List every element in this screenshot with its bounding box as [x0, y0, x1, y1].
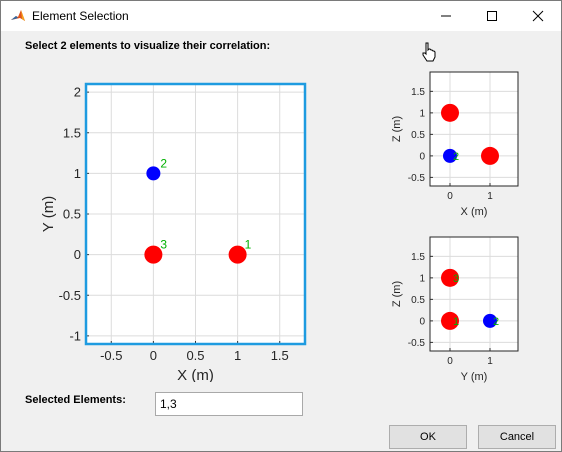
y-tick-label: 1.5: [411, 87, 425, 98]
y-axis-label: Z (m): [391, 116, 403, 142]
cancel-button[interactable]: Cancel: [478, 425, 556, 449]
y-tick-label: 1.5: [411, 252, 425, 263]
y-tick-label: -0.5: [408, 338, 426, 349]
y-tick-label: 0.5: [63, 207, 81, 222]
point-label: 1: [453, 316, 459, 328]
y-tick-label: 0: [419, 316, 425, 327]
element-point[interactable]: [481, 146, 499, 165]
ok-button[interactable]: OK: [389, 425, 467, 449]
element-point[interactable]: [144, 245, 163, 264]
x-tick-label: 0: [447, 356, 453, 367]
point-label: 1: [245, 238, 252, 252]
point-label: 2: [160, 156, 167, 170]
main-plot-xy[interactable]: -0.5 0 0.5 1 1.5 -1 -0.5 0 0.5 1 1.5 2 X (m) Y (m) 1 2 3: [1, 52, 331, 382]
y-tick-label: 1: [74, 166, 81, 181]
y-tick-label: 1: [419, 108, 425, 119]
point-label: 2: [453, 151, 459, 163]
x-axis-label: X (m): [177, 367, 214, 382]
point-label: 2: [493, 316, 499, 328]
plot-area: [430, 237, 518, 351]
window-title: Element Selection: [32, 9, 129, 23]
x-axis-label: X (m): [461, 206, 488, 218]
maximize-icon: [487, 11, 497, 21]
side-plot-yz[interactable]: 0 1 -0.5 0 0.5 1 1.5 Y (m) Z (m) 3 1 2: [381, 217, 561, 397]
y-tick-label: 0: [74, 247, 81, 262]
element-point[interactable]: [483, 313, 497, 328]
point-label: 3: [160, 238, 167, 252]
x-tick-label: 0: [150, 348, 157, 363]
close-button[interactable]: [515, 1, 561, 31]
y-axis-label: Y (m): [40, 196, 57, 232]
side-plot-xz[interactable]: 0 1 -0.5 0 0.5 1 1.5 X (m) Z (m) 2: [381, 52, 561, 232]
y-tick-label: -0.5: [59, 288, 81, 303]
y-tick-label: 0.5: [411, 295, 425, 306]
y-tick-label: 1: [419, 273, 425, 284]
maximize-button[interactable]: [469, 1, 515, 31]
dialog-content: Select 2 elements to visualize their cor…: [1, 32, 561, 451]
point-label: 3: [453, 273, 459, 285]
selected-elements-input[interactable]: [155, 392, 303, 416]
y-tick-label: 2: [74, 85, 81, 100]
x-tick-label: 1: [234, 348, 241, 363]
selected-elements-label: Selected Elements:: [25, 394, 126, 406]
element-point[interactable]: [441, 311, 459, 330]
x-axis-label: Y (m): [461, 371, 488, 383]
y-axis-label: Z (m): [391, 281, 403, 307]
x-tick-label: 1.5: [271, 348, 289, 363]
y-tick-label: 0.5: [411, 130, 425, 141]
element-point[interactable]: [228, 245, 247, 264]
element-point[interactable]: [146, 166, 161, 181]
element-point[interactable]: [443, 148, 457, 163]
minimize-button[interactable]: [423, 1, 469, 31]
y-tick-label: 0: [419, 151, 425, 162]
minimize-icon: [441, 15, 451, 17]
axes-box: [429, 71, 519, 187]
y-tick-label: 1.5: [63, 125, 81, 140]
x-tick-label: 1: [487, 356, 493, 367]
axes-box: [84, 82, 307, 346]
close-icon: [532, 10, 544, 22]
matlab-icon: [10, 8, 26, 24]
y-tick-label: -1: [69, 328, 81, 343]
hand-cursor-icon: [421, 42, 437, 67]
y-tick-label: -0.5: [408, 173, 426, 184]
x-tick-label: 1: [487, 191, 493, 202]
title-bar[interactable]: Element Selection: [1, 1, 561, 31]
x-tick-label: 0: [447, 191, 453, 202]
x-tick-label: 0.5: [186, 348, 204, 363]
axes-box: [429, 236, 519, 352]
element-point[interactable]: [441, 268, 459, 287]
plot-area: [430, 72, 518, 186]
instruction-text: Select 2 elements to visualize their cor…: [25, 40, 271, 52]
element-point[interactable]: [441, 103, 459, 122]
x-tick-label: -0.5: [100, 348, 122, 363]
